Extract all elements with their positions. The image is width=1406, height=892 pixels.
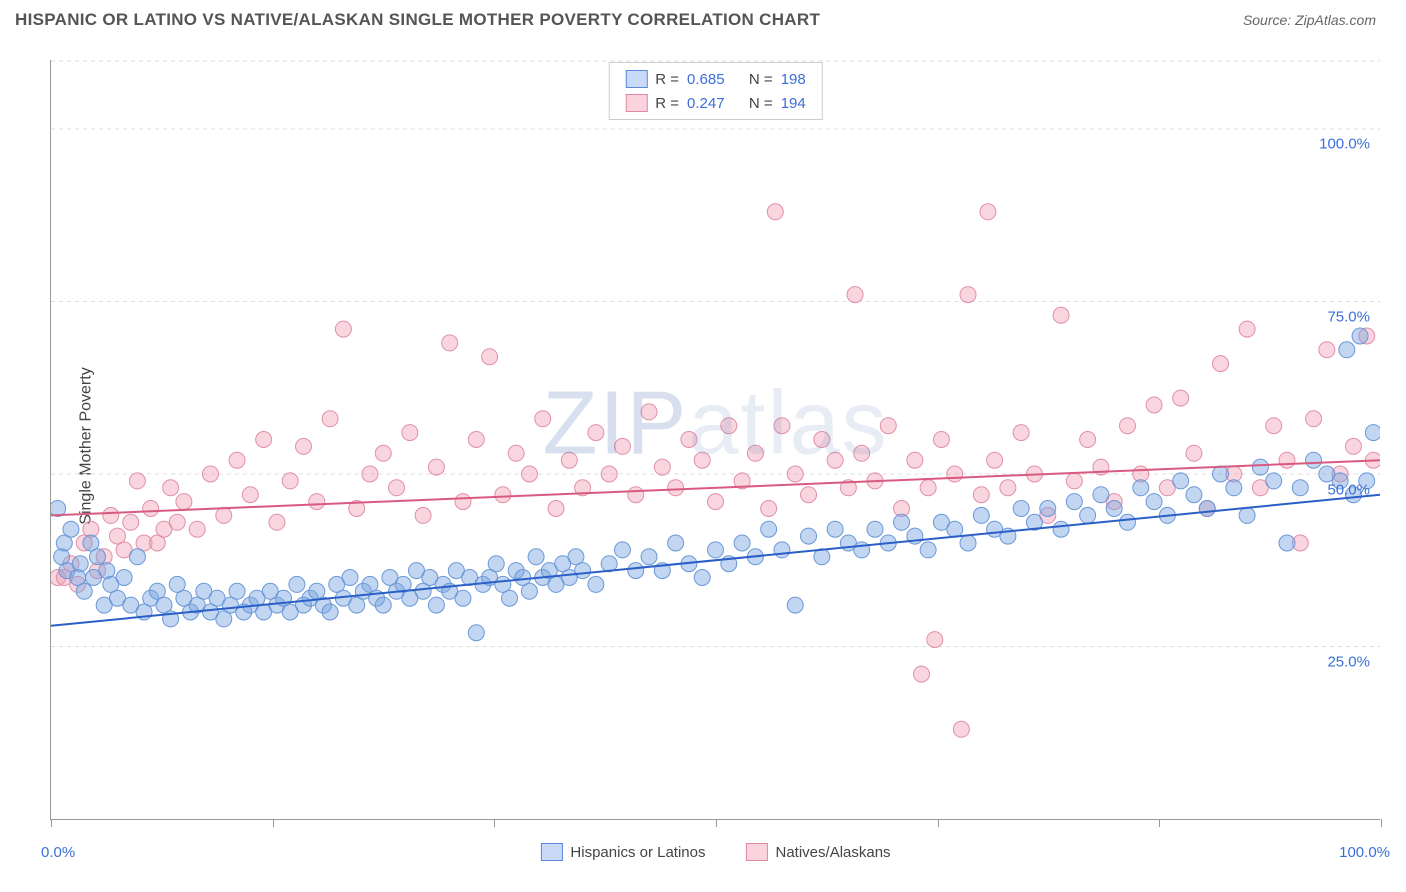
y-tick-label: 50.0% <box>1327 481 1370 498</box>
chart-title: HISPANIC OR LATINO VS NATIVE/ALASKAN SIN… <box>15 10 820 30</box>
correlation-legend: R = 0.685 N = 198 R = 0.247 N = 194 <box>608 62 822 120</box>
swatch-pink-icon <box>625 94 647 112</box>
x-min-label: 0.0% <box>41 844 75 861</box>
series-legend: Hispanics or Latinos Natives/Alaskans <box>540 843 890 861</box>
legend-item-pink: Natives/Alaskans <box>746 843 891 861</box>
x-tick <box>1159 819 1160 827</box>
legend-item-blue: Hispanics or Latinos <box>540 843 705 861</box>
x-tick <box>716 819 717 827</box>
scatter-chart: R = 0.685 N = 198 R = 0.247 N = 194 ZIPa… <box>50 60 1380 820</box>
y-tick-label: 100.0% <box>1319 136 1370 153</box>
chart-header: HISPANIC OR LATINO VS NATIVE/ALASKAN SIN… <box>0 0 1406 35</box>
legend-row-blue: R = 0.685 N = 198 <box>625 67 805 91</box>
y-tick-label: 25.0% <box>1327 654 1370 671</box>
x-tick <box>938 819 939 827</box>
plot-svg <box>51 60 1380 819</box>
x-tick <box>273 819 274 827</box>
legend-row-pink: R = 0.247 N = 194 <box>625 91 805 115</box>
y-tick-label: 75.0% <box>1327 308 1370 325</box>
source-label: Source: ZipAtlas.com <box>1243 12 1376 28</box>
x-tick <box>494 819 495 827</box>
x-tick <box>51 819 52 827</box>
x-max-label: 100.0% <box>1339 844 1390 861</box>
swatch-pink-icon <box>746 843 768 861</box>
swatch-blue-icon <box>625 70 647 88</box>
x-tick <box>1381 819 1382 827</box>
swatch-blue-icon <box>540 843 562 861</box>
